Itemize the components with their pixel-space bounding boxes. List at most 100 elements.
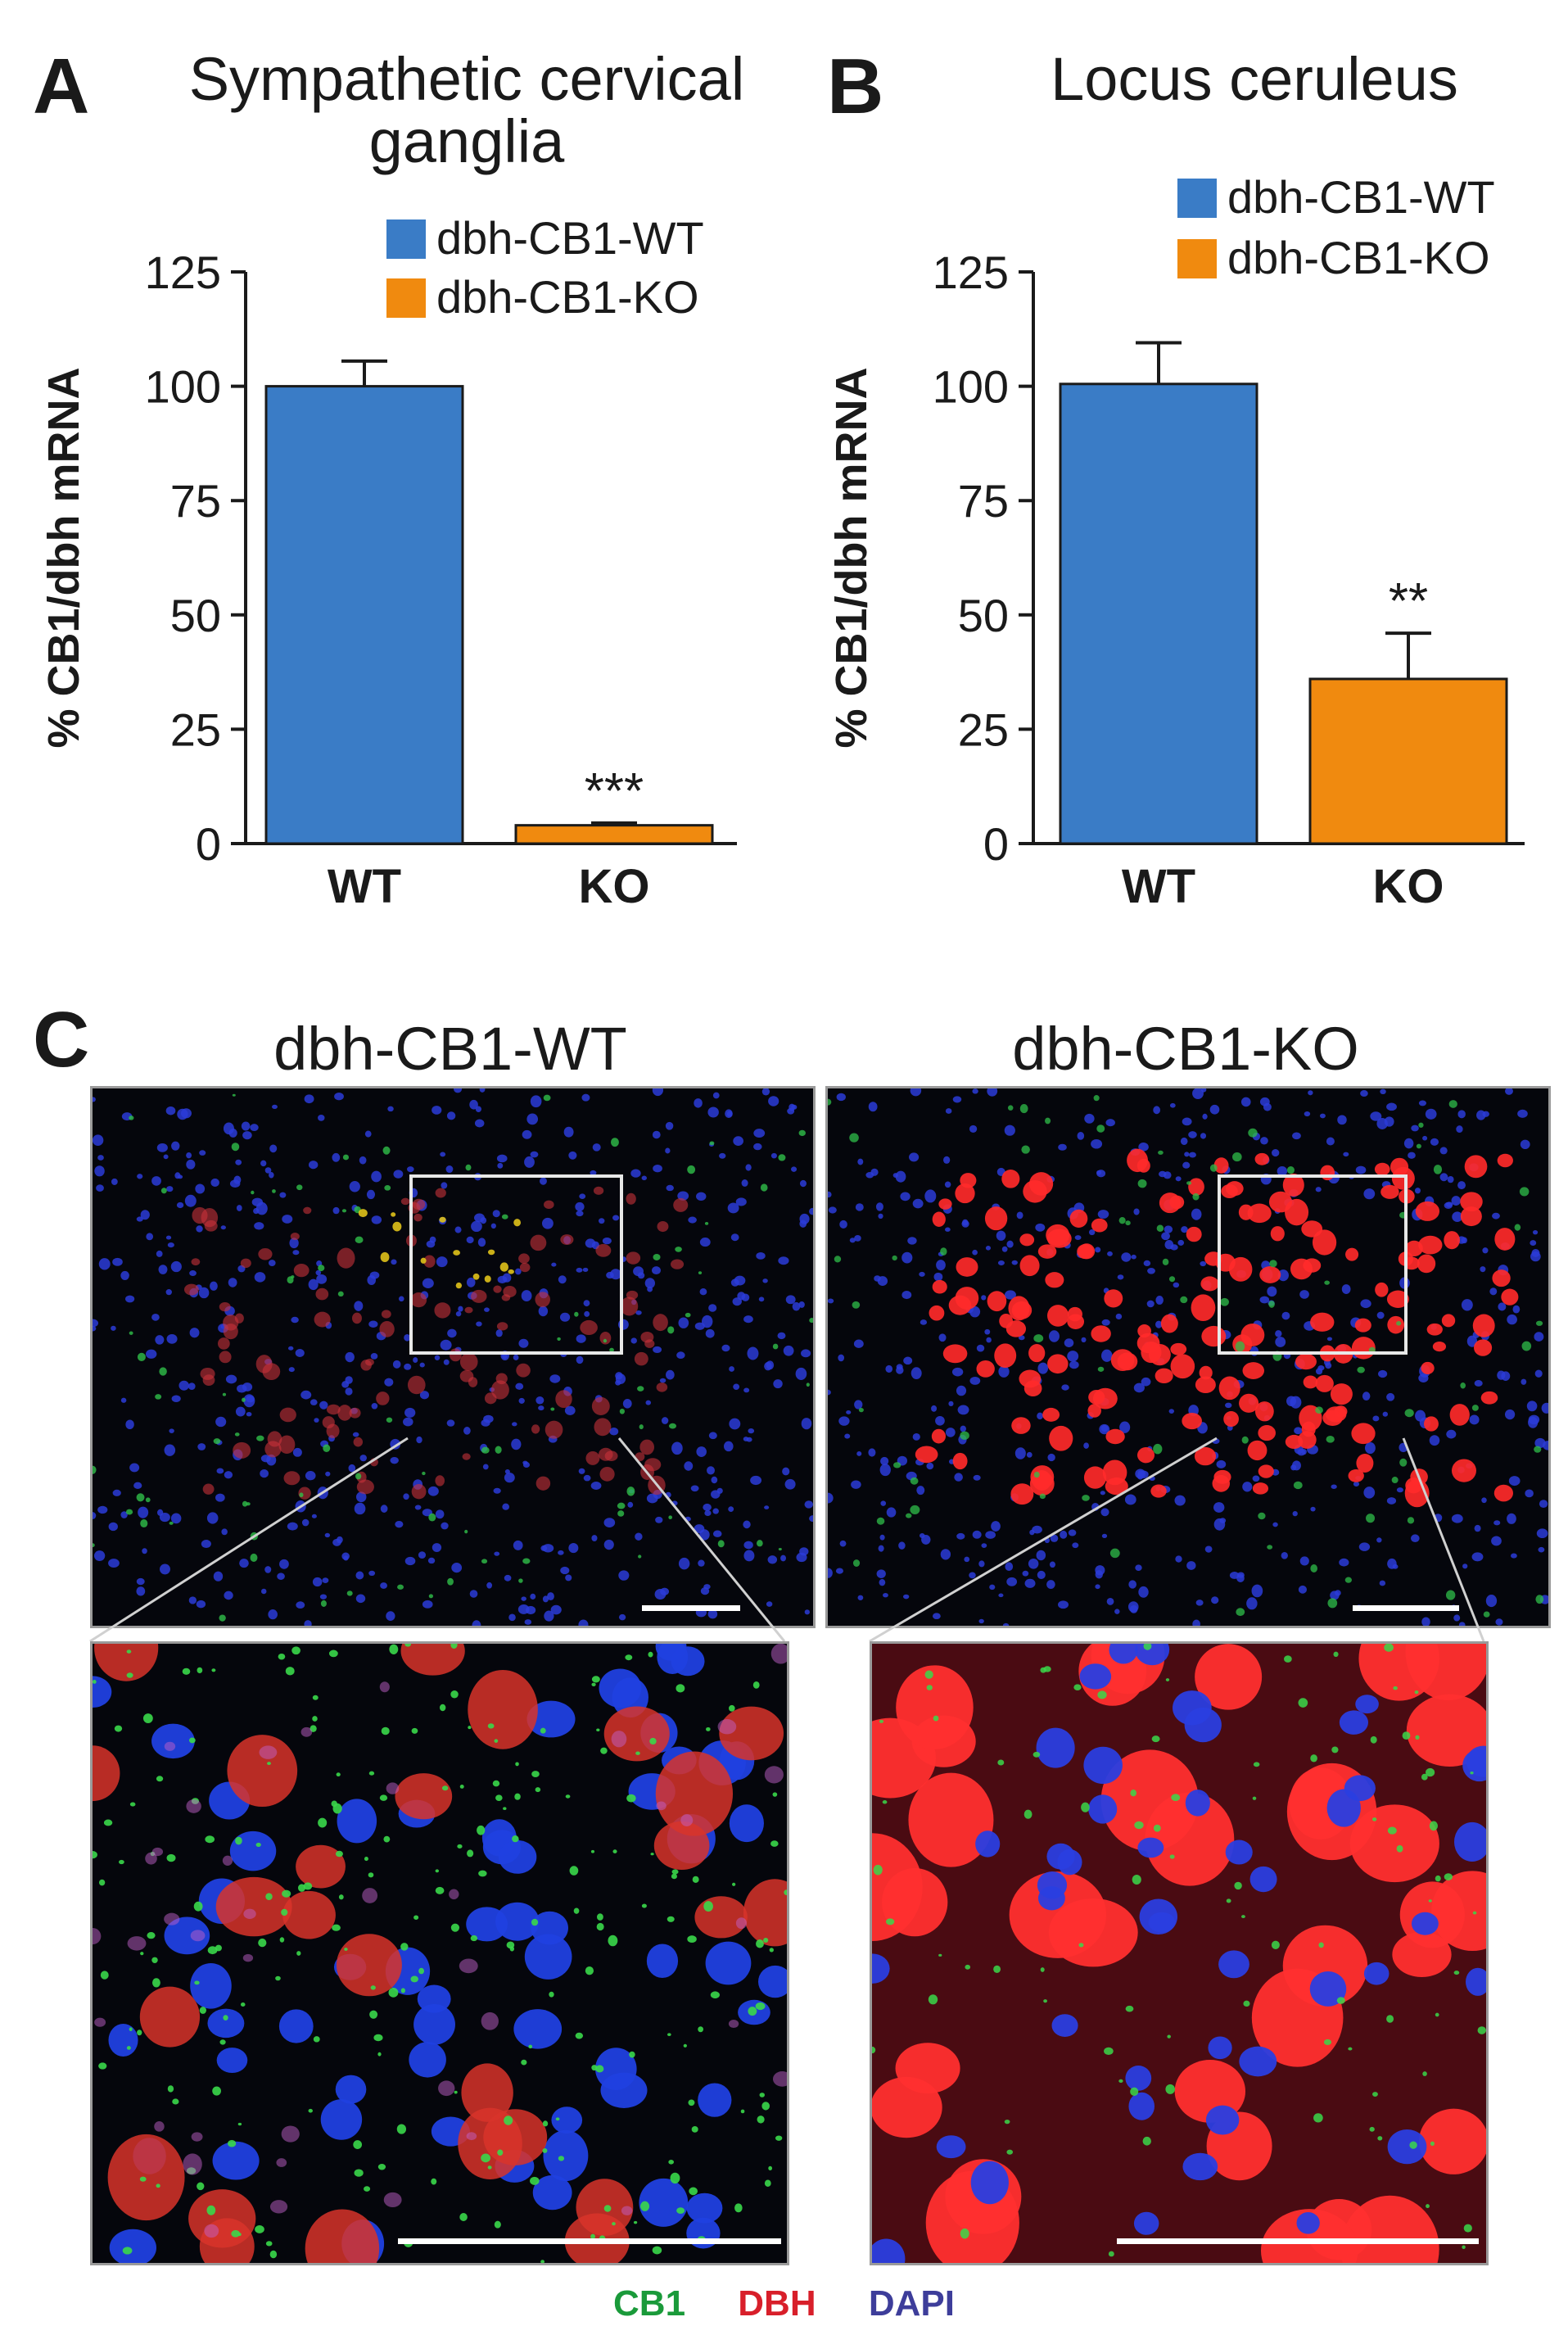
colocalized-signal: [764, 1766, 784, 1784]
dapi-nucleus: [292, 1250, 300, 1256]
dapi-nucleus: [549, 1374, 561, 1383]
colocalized-signal: [362, 1888, 378, 1903]
cb1-signal: [1315, 1406, 1323, 1414]
dapi-nucleus: [1141, 1377, 1151, 1387]
dapi-nucleus: [1208, 2036, 1232, 2060]
cb1-signal: [1409, 2141, 1417, 2149]
dbh-cell: [1087, 1404, 1101, 1418]
cb1-signal: [1241, 1915, 1245, 1919]
dapi-nucleus: [497, 1162, 504, 1169]
dapi-nucleus: [1182, 1117, 1192, 1126]
cb1-signal: [685, 1312, 691, 1318]
dbh-cell: [1186, 1226, 1202, 1242]
dapi-nucleus: [156, 1143, 168, 1152]
cb1-signal: [1023, 1809, 1033, 1819]
dapi-nucleus: [564, 1405, 576, 1415]
dbh-cell: [1088, 1389, 1105, 1405]
cb1-signal: [709, 1141, 715, 1146]
dapi-nucleus: [956, 1385, 967, 1396]
dapi-nucleus: [854, 1234, 861, 1242]
dbh-cell: [895, 2043, 960, 2094]
dapi-nucleus: [785, 1295, 796, 1305]
dbh-cell: [594, 1418, 612, 1437]
dapi-nucleus: [1188, 1152, 1196, 1158]
dapi-nucleus: [515, 1268, 522, 1275]
dapi-nucleus: [920, 1319, 928, 1325]
colocalized-signal: [281, 2125, 300, 2143]
dapi-nucleus: [1272, 1522, 1278, 1527]
dapi-nucleus: [849, 1238, 856, 1243]
dapi-nucleus: [355, 1491, 367, 1503]
cb1-signal: [1333, 1651, 1339, 1658]
dapi-nucleus: [1050, 1534, 1059, 1542]
dapi-nucleus: [1170, 1244, 1178, 1251]
dapi-nucleus: [513, 1354, 519, 1360]
dapi-nucleus: [1135, 1564, 1142, 1571]
dapi-nucleus: [1526, 1401, 1538, 1412]
dapi-nucleus: [156, 1250, 163, 1257]
dapi-nucleus: [690, 1485, 699, 1492]
cb1-signal: [1165, 2084, 1175, 2094]
dapi-nucleus: [1337, 1115, 1347, 1125]
dapi-nucleus: [291, 1316, 299, 1324]
dapi-nucleus: [1177, 1239, 1185, 1246]
dapi-nucleus: [171, 1141, 180, 1151]
cb1-signal: [501, 1214, 508, 1220]
dapi-nucleus: [1495, 1618, 1503, 1626]
dapi-nucleus: [1517, 1109, 1528, 1118]
dbh-cell: [1282, 1173, 1304, 1197]
cb1-dbh-overlap: [439, 1216, 446, 1223]
cb1-signal: [1318, 1942, 1324, 1948]
dbh-cell: [1460, 1206, 1482, 1227]
cb1-signal: [368, 1872, 374, 1878]
cb1-signal: [441, 1785, 449, 1791]
dapi-nucleus: [584, 1310, 590, 1317]
dapi-nucleus: [678, 1317, 689, 1328]
dbh-cell: [290, 1233, 300, 1241]
cb1-signal: [207, 1946, 218, 1955]
dapi-nucleus: [188, 1596, 197, 1604]
colocalized-signal: [276, 2158, 287, 2167]
dapi-nucleus: [1169, 1102, 1176, 1108]
colocalized-signal: [481, 2011, 499, 2030]
dbh-cell: [326, 1423, 340, 1439]
cb1-signal: [386, 1417, 393, 1423]
cb1-signal: [910, 1477, 919, 1485]
dbh-cell: [1199, 1365, 1213, 1380]
dbh-cell: [634, 1351, 648, 1366]
dapi-nucleus: [308, 1278, 319, 1291]
cb1-signal: [156, 2183, 160, 2188]
cb1-signal: [428, 1594, 434, 1599]
dapi-nucleus: [337, 1536, 343, 1544]
dapi-nucleus: [504, 1574, 512, 1582]
dapi-nucleus: [1267, 1286, 1277, 1297]
cb1-signal: [318, 1265, 325, 1272]
dapi-nucleus: [896, 1366, 904, 1374]
dapi-nucleus: [1414, 1188, 1421, 1194]
dbh-cell: [694, 1896, 748, 1939]
cb1-signal: [1369, 2126, 1375, 2132]
cb1-signal: [542, 2148, 548, 2153]
dbh-cell: [516, 1363, 531, 1378]
dapi-nucleus: [1147, 1267, 1155, 1274]
dapi-nucleus: [404, 1363, 412, 1370]
dapi-nucleus: [1133, 1382, 1145, 1393]
dapi-nucleus: [938, 1333, 947, 1342]
dapi-nucleus: [1493, 1520, 1501, 1526]
micrograph-wt-zoom: [90, 1641, 789, 2265]
dapi-nucleus: [120, 1270, 129, 1280]
dapi-nucleus: [434, 1355, 441, 1360]
cb1-signal: [369, 2010, 378, 2019]
cb1-signal: [447, 1577, 454, 1586]
dapi-nucleus: [1481, 1497, 1487, 1504]
dbh-cell: [1238, 1204, 1254, 1220]
dapi-nucleus: [138, 1506, 149, 1518]
dapi-nucleus: [1387, 1558, 1397, 1569]
legend-a-ko-label: dbh-CB1-KO: [436, 271, 699, 323]
dapi-nucleus: [708, 1304, 717, 1312]
cb1-signal: [993, 1965, 1001, 1974]
dapi-nucleus: [494, 1551, 500, 1556]
dapi-nucleus: [1125, 2066, 1152, 2091]
cb1-signal: [1435, 2012, 1439, 2017]
